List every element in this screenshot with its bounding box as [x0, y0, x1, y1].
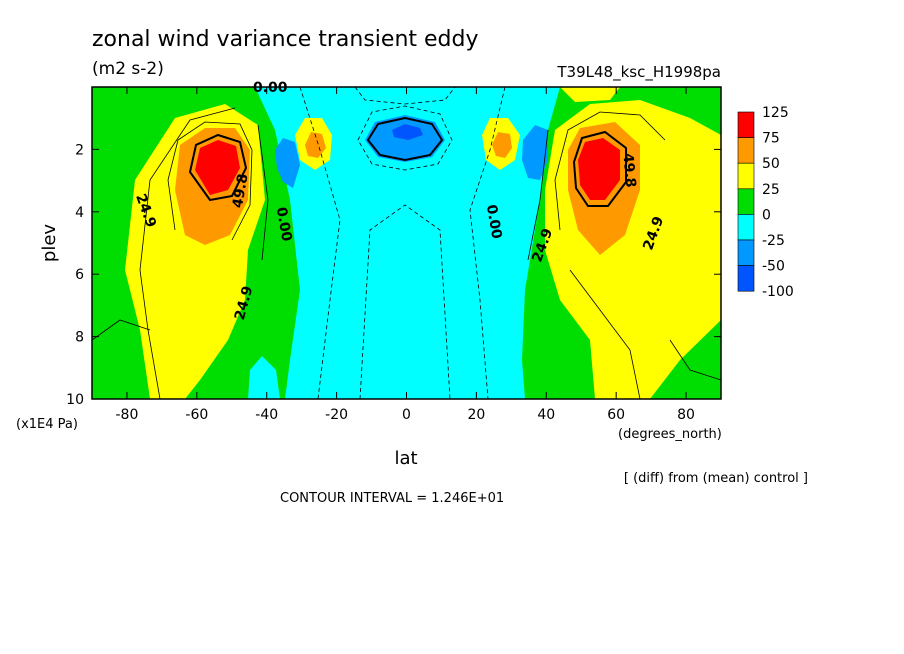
contour-line-right-outer: [569, 269, 641, 399]
diff-note: [ (diff) from (mean) control ]: [624, 471, 808, 486]
colorbar-label: 75: [762, 131, 780, 147]
dashed-contour-core: [357, 105, 453, 171]
bold-contour-center: [366, 116, 444, 162]
run-label: T39L48_ksc_H1998pa: [556, 63, 721, 82]
dashed-contour-right: [469, 87, 506, 399]
x-tick-label: 40: [537, 407, 555, 423]
contour-label: 49.8: [230, 173, 252, 210]
x-tick-label: 20: [467, 407, 485, 423]
colorbar-label: 50: [762, 156, 780, 172]
y-tick-label: 8: [75, 330, 84, 346]
colorbar-label: -50: [762, 259, 785, 275]
colorbar-swatch: [737, 162, 755, 190]
bold-contour-right-core: [572, 130, 627, 207]
chart-title: zonal wind variance transient eddy: [92, 27, 479, 52]
contour-label: 49.8: [619, 152, 638, 188]
y-tick-label: 10: [66, 392, 84, 408]
dashed-contour-center: [359, 204, 451, 399]
negative-pocket-left-low: [248, 356, 280, 399]
contour-line-left-zero: [257, 124, 269, 261]
dashed-contour-left: [299, 87, 341, 399]
contour-label: 0.00: [483, 203, 505, 240]
negative-core-center-inner: [392, 124, 423, 140]
x-tick-label: -20: [325, 407, 348, 423]
contour-field: [92, 87, 721, 399]
x-tick-label: -80: [116, 407, 139, 423]
dashed-contour-top: [354, 87, 456, 105]
y-tick-label: 4: [75, 205, 84, 221]
colorbar-swatch: [737, 111, 755, 138]
contour-label: 0.00: [253, 80, 288, 96]
x-axis-label: lat: [394, 448, 417, 469]
positive-core-left: [305, 132, 326, 158]
y-tick-label: 6: [75, 267, 84, 283]
colorbar-swatch: [737, 214, 755, 241]
x-tick-label: 80: [677, 407, 695, 423]
y-axis: 2 4 6 8 10: [66, 142, 721, 408]
x-axis-units: (degrees_north): [618, 427, 722, 442]
contour-label: 0.00: [273, 206, 295, 243]
negative-lobe-left: [275, 138, 300, 188]
colorbar-label: -25: [762, 233, 785, 249]
x-tick-label: -40: [255, 407, 278, 423]
positive-core-right: [492, 132, 512, 158]
colorbar-swatch: [737, 265, 755, 292]
contour-line-bottom-left: [92, 319, 151, 341]
x-tick-label: -60: [185, 407, 208, 423]
colorbar-label: -100: [762, 284, 794, 300]
colorbar-swatch: [737, 137, 755, 164]
x-axis: -80 -60 -40 -20 0 20 40 60 80: [116, 87, 695, 423]
x-tick-label: 0: [402, 407, 411, 423]
contour-line-right-inner: [554, 111, 666, 231]
negative-region-center: [255, 87, 560, 399]
bold-contour-left-core: [188, 133, 248, 202]
colorbar-label: 25: [762, 182, 780, 198]
red-core-right: [578, 138, 620, 200]
red-core-left: [195, 140, 240, 195]
yellow-strip-top-right: [560, 87, 620, 102]
contour-line-bottom-right: [669, 339, 721, 381]
colorbar-label: 125: [762, 105, 789, 121]
contour-line-left-outer: [139, 107, 236, 399]
y-axis-units: (x1E4 Pa): [16, 417, 78, 432]
contour-interval-label: CONTOUR INTERVAL = 1.246E+01: [280, 491, 504, 506]
colorbar-swatch: [737, 239, 755, 266]
y-axis-label: plev: [39, 224, 60, 263]
x-tick-label: 60: [607, 407, 625, 423]
contour-line-left-inner: [167, 121, 253, 241]
colorbar-label: 0: [762, 207, 771, 223]
colorbar-swatch: [737, 188, 755, 215]
colorbar: 125 75 50 25 0 -25 -50 -100: [737, 105, 794, 300]
y-tick-label: 2: [75, 142, 84, 158]
units-label: (m2 s-2): [92, 59, 164, 79]
negative-lobe-right: [522, 125, 548, 180]
contour-line-right-zero: [527, 129, 549, 261]
